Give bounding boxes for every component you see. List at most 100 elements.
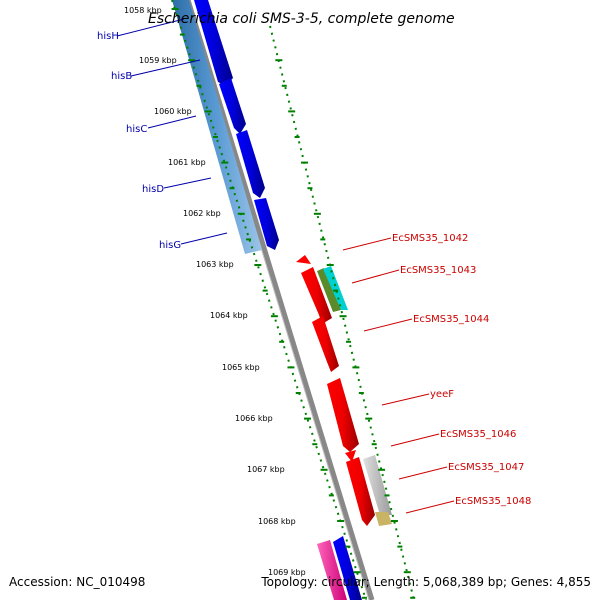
ruler-label: 1063 kbp xyxy=(196,260,234,269)
ruler-tick xyxy=(403,571,411,574)
gene-green[interactable] xyxy=(317,268,341,312)
forward-genes xyxy=(194,0,362,600)
ruler-tick xyxy=(390,520,398,522)
ruler-tick xyxy=(345,545,351,548)
gene-hisD[interactable] xyxy=(254,198,279,250)
leader-line xyxy=(163,177,212,189)
ruler-tick xyxy=(352,366,360,369)
ruler-tick xyxy=(320,238,326,241)
gene-EcSMS35_1047[interactable] xyxy=(346,457,375,526)
ruler-ticks xyxy=(171,8,416,599)
right-gene-labels: EcSMS35_1042 EcSMS35_1043 EcSMS35_1044 y… xyxy=(342,233,531,514)
leader-line xyxy=(363,318,413,332)
ruler-label: 1064 kbp xyxy=(210,311,248,320)
ruler-tick xyxy=(384,494,390,497)
ruler-tick xyxy=(204,110,212,113)
gene-EcSMS35_1044[interactable] xyxy=(312,316,339,372)
reverse-genes xyxy=(296,255,375,526)
gene-label-hisG[interactable]: hisG xyxy=(159,240,181,251)
ruler-dots-right xyxy=(269,25,415,600)
ruler-label: 1060 kbp xyxy=(154,107,192,116)
ruler-tick xyxy=(333,289,339,292)
gene-label-hisH[interactable]: hisH xyxy=(97,31,119,42)
ruler-tick xyxy=(237,212,245,215)
gene-label-EcSMS35_1048[interactable]: EcSMS35_1048 xyxy=(455,496,531,507)
ruler-tick xyxy=(365,417,373,420)
gene-pink[interactable] xyxy=(317,540,347,600)
gene-label-hisC[interactable]: hisC xyxy=(126,124,147,135)
other-genes xyxy=(317,266,392,600)
gene-hisH[interactable] xyxy=(194,0,233,86)
gene-yeeF[interactable] xyxy=(327,378,359,452)
ruler-label: 1066 kbp xyxy=(235,414,273,423)
ruler-tick xyxy=(221,161,229,164)
gene-hisB[interactable] xyxy=(219,78,246,134)
ruler-tick xyxy=(410,596,416,599)
ruler-tick xyxy=(212,136,218,138)
ruler-label: 1059 kbp xyxy=(139,56,177,65)
ruler-tick xyxy=(312,443,318,446)
ruler-tick xyxy=(262,289,268,292)
ruler-tick xyxy=(196,84,202,87)
ruler-tick xyxy=(294,136,300,138)
gene-EcSMS35_1042[interactable] xyxy=(296,255,311,264)
leader-line xyxy=(405,500,455,514)
ruler-tick xyxy=(287,366,295,369)
ruler-tick xyxy=(326,264,334,266)
leader-line xyxy=(381,393,430,406)
ruler-tick xyxy=(307,187,313,190)
accession-text: Accession: NC_010498 xyxy=(9,575,145,589)
ruler-tick xyxy=(188,59,196,62)
ruler-tick xyxy=(254,264,262,266)
ruler-tick xyxy=(171,8,179,10)
ruler-tick xyxy=(337,520,345,522)
ruler-dots-left xyxy=(171,0,367,600)
ruler-tick xyxy=(345,340,351,343)
gene-EcSMS35_1046[interactable] xyxy=(345,450,356,462)
ruler-tick xyxy=(378,468,386,471)
leader-line xyxy=(351,269,400,284)
gene-label-yeeF[interactable]: yeeF xyxy=(430,389,454,400)
gene-label-EcSMS35_1046[interactable]: EcSMS35_1046 xyxy=(440,429,516,440)
ruler-tick xyxy=(304,417,312,420)
gene-label-EcSMS35_1043[interactable]: EcSMS35_1043 xyxy=(400,265,476,276)
leader-line xyxy=(116,18,185,37)
leader-line xyxy=(342,237,392,251)
gene-label-EcSMS35_1044[interactable]: EcSMS35_1044 xyxy=(413,314,489,325)
ruler-tick xyxy=(371,443,377,446)
gene-label-EcSMS35_1042[interactable]: EcSMS35_1042 xyxy=(392,233,468,244)
gene-bottom-blue[interactable] xyxy=(333,536,362,600)
gene-label-hisB[interactable]: hisB xyxy=(111,71,132,82)
ruler-label: 1069 kbp xyxy=(268,568,306,577)
ruler-tick xyxy=(313,212,321,215)
gene-hisC[interactable] xyxy=(236,130,265,198)
backbone-line xyxy=(185,0,375,600)
steelblue-band xyxy=(172,0,262,254)
ruler-tick xyxy=(320,468,328,471)
ruler-tick xyxy=(246,238,252,241)
gene-olive[interactable] xyxy=(375,512,392,526)
gene-label-EcSMS35_1047[interactable]: EcSMS35_1047 xyxy=(448,462,524,473)
gene-EcSMS35_1048[interactable] xyxy=(363,455,392,515)
ruler-label: 1061 kbp xyxy=(168,158,206,167)
ruler-tick xyxy=(275,59,283,62)
ruler-label: 1065 kbp xyxy=(222,363,260,372)
ruler-tick xyxy=(361,596,367,599)
leader-line xyxy=(130,59,201,77)
gene-label-hisD[interactable]: hisD xyxy=(142,184,164,195)
gene-EcSMS35_1043[interactable] xyxy=(301,267,332,324)
ruler-label: 1062 kbp xyxy=(183,209,221,218)
gene-cyan[interactable] xyxy=(323,266,348,310)
ruler-tick xyxy=(270,315,278,318)
ruler-label: 1058 kbp xyxy=(124,6,162,15)
ruler-tick xyxy=(295,392,301,394)
ruler-label: 1067 kbp xyxy=(247,465,285,474)
leader-line xyxy=(398,466,448,480)
leader-line xyxy=(147,115,197,129)
ruler-tick xyxy=(281,84,287,87)
ruler-tick xyxy=(358,392,364,394)
leader-line xyxy=(180,232,228,245)
ruler-tick xyxy=(353,571,361,574)
ruler-tick xyxy=(301,161,309,164)
